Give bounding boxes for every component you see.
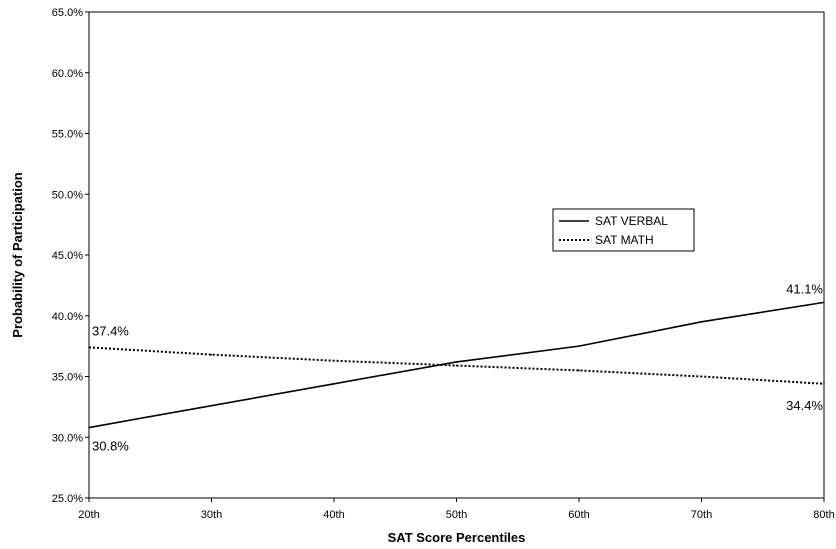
y-tick-label: 45.0% (52, 250, 83, 262)
data-point-sat-verbal (700, 321, 703, 323)
x-tick-label: 20th (78, 509, 99, 521)
x-tick-label: 50th (446, 509, 467, 521)
data-point-sat-verbal (455, 361, 458, 363)
data-label: 41.1% (786, 281, 823, 296)
data-label: 30.8% (92, 439, 129, 454)
legend-label-sat-verbal: SAT VERBAL (595, 214, 668, 228)
legend-label-sat-math: SAT MATH (595, 233, 654, 247)
plot-area (88, 11, 825, 499)
x-tick-label: 40th (323, 509, 344, 521)
y-axis-title: Probability of Participation (10, 172, 25, 337)
data-point-sat-verbal (88, 426, 90, 429)
series-layer (88, 301, 825, 429)
y-tick-label: 65.0% (52, 7, 83, 19)
data-point-sat-math (700, 375, 703, 378)
data-point-sat-math (333, 359, 335, 362)
data-point-sat-verbal (823, 301, 825, 304)
y-tick-label: 60.0% (52, 68, 83, 80)
y-tick-label: 30.0% (52, 432, 83, 444)
x-tick-label: 60th (568, 509, 589, 521)
data-point-sat-verbal (210, 404, 213, 407)
plot-frame (88, 11, 825, 499)
y-tick-label: 25.0% (52, 493, 83, 505)
x-axis-title: SAT Score Percentiles (388, 530, 526, 545)
x-axis-ticks: 20th 30th 40th 50th 60th 70th 80th (78, 498, 835, 521)
data-point-sat-math (823, 382, 825, 385)
legend: SAT VERBAL SAT MATH (552, 208, 695, 252)
y-tick-label: 50.0% (52, 189, 83, 201)
data-point-sat-math (210, 353, 213, 356)
x-tick-label: 70th (691, 509, 712, 521)
legend-box (552, 208, 695, 252)
y-tick-label: 35.0% (52, 372, 83, 384)
y-axis-ticks: 25.0% 30.0% 35.0% 40.0% 45.0% 50.0% 55.0% 60.0%… (52, 7, 89, 505)
data-point-sat-verbal (578, 345, 580, 347)
data-label: 37.4% (92, 323, 129, 338)
x-tick-label: 30th (201, 509, 222, 521)
data-point-sat-math (88, 346, 90, 349)
data-label: 34.4% (786, 398, 823, 413)
x-tick-label: 80th (813, 509, 834, 521)
y-tick-label: 55.0% (52, 129, 83, 141)
data-labels: 37.4% 30.8% 41.1% 34.4% (92, 281, 823, 453)
data-point-sat-math (578, 369, 580, 372)
y-tick-label: 40.0% (52, 311, 83, 323)
data-point-sat-math (455, 364, 458, 367)
data-point-sat-verbal (333, 382, 335, 385)
